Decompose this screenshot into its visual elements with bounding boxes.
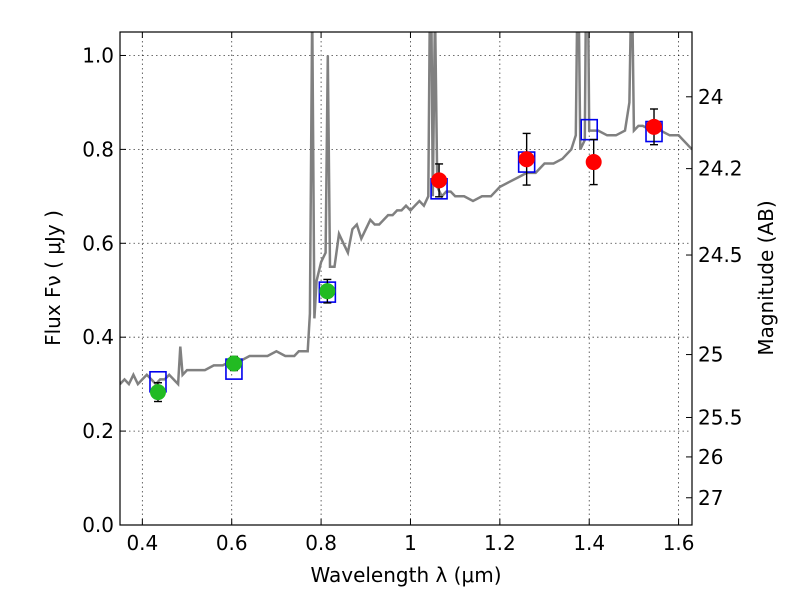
y2-tick-label: 24.2 bbox=[698, 157, 743, 181]
sed-template-line bbox=[120, 32, 692, 388]
data-area bbox=[120, 32, 692, 403]
y2-tick-label: 26 bbox=[698, 445, 723, 469]
x-axis-label: Wavelength λ (μm) bbox=[310, 563, 501, 587]
observed-nir-point bbox=[585, 154, 602, 171]
x-tick-label: 1.6 bbox=[663, 531, 695, 555]
y-tick-label: 0.0 bbox=[82, 513, 114, 537]
observed-optical-point bbox=[225, 355, 242, 372]
y-axis-label: Flux Fν ( μJy ) bbox=[41, 210, 65, 346]
x-tick-label: 0.6 bbox=[216, 531, 248, 555]
x-tick-label: 1.2 bbox=[484, 531, 516, 555]
y2-tick-label: 27 bbox=[698, 486, 723, 510]
x-tick-label: 0.8 bbox=[305, 531, 337, 555]
y2-tick-label: 24.5 bbox=[698, 243, 743, 267]
observed-optical-point bbox=[149, 384, 166, 401]
x-tick-label: 1 bbox=[404, 531, 417, 555]
y-tick-label: 0.8 bbox=[82, 137, 114, 161]
y-tick-label: 0.2 bbox=[82, 419, 114, 443]
y-tick-label: 0.6 bbox=[82, 231, 114, 255]
y2-tick-label: 24 bbox=[698, 85, 723, 109]
observed-nir-point bbox=[518, 151, 535, 168]
x-tick-label: 1.4 bbox=[573, 531, 605, 555]
y2-tick-label: 25.5 bbox=[698, 405, 743, 429]
y-tick-label: 0.4 bbox=[82, 325, 114, 349]
observed-nir-point bbox=[431, 172, 448, 189]
model-photometry-box bbox=[580, 118, 599, 141]
observed-nir-point bbox=[646, 118, 663, 135]
y2-axis-label: Magnitude (AB) bbox=[754, 200, 778, 355]
axis-ticks: 0.4 0.6 0.8 1 1.2 1.4 1.6 0.0 0.2 0.4 0.6 0.8 1.0 24 2… bbox=[82, 32, 743, 555]
x-tick-label: 0.4 bbox=[126, 531, 158, 555]
observed-optical-point bbox=[319, 283, 336, 300]
y2-tick-label: 25 bbox=[698, 343, 723, 367]
grid bbox=[120, 32, 692, 526]
y-tick-label: 1.0 bbox=[82, 43, 114, 67]
plot-frame bbox=[119, 31, 693, 526]
